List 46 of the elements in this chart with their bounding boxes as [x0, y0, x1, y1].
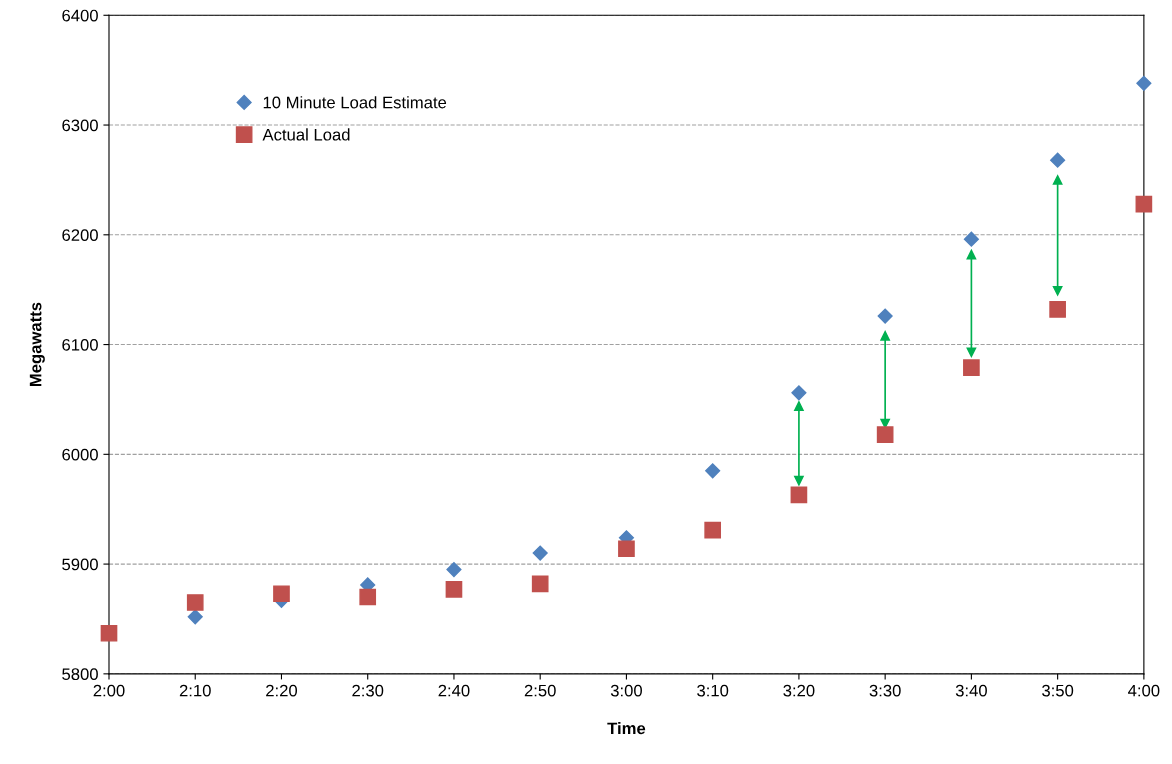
x-tick-label: 3:30: [869, 684, 901, 697]
y-tick-label: 5800: [62, 668, 98, 681]
y-tick-label: 6400: [62, 9, 98, 22]
y-tick-label: 6300: [62, 119, 98, 132]
legend-label: Actual Load: [262, 128, 350, 141]
point: [876, 426, 894, 443]
point: [1050, 152, 1066, 168]
y-tick-label: 6000: [62, 448, 98, 461]
point: [273, 585, 290, 603]
point: [1049, 301, 1066, 318]
point: [446, 562, 462, 578]
point: [445, 580, 463, 598]
x-tick-label: 4:00: [1128, 684, 1160, 697]
point: [791, 385, 807, 401]
point: [1136, 75, 1152, 91]
x-tick-label: 3:00: [610, 684, 642, 697]
x-tick-label: 2:30: [352, 684, 384, 697]
x-tick-label: 3:50: [1042, 684, 1074, 697]
point: [790, 486, 808, 504]
point: [1135, 195, 1153, 213]
x-tick-label: 2:10: [179, 684, 211, 697]
y-axis-title: Megawatts: [29, 302, 45, 387]
point: [531, 575, 549, 593]
point: [100, 624, 118, 642]
point: [963, 359, 980, 376]
point: [187, 609, 203, 625]
x-tick-label: 3:10: [697, 684, 729, 697]
x-tick-label: 3:20: [783, 684, 815, 697]
point: [877, 308, 893, 324]
x-tick-label: 2:00: [93, 684, 125, 697]
y-tick-label: 6100: [62, 338, 98, 351]
x-axis-title: Time: [607, 722, 646, 735]
point: [963, 231, 979, 247]
point: [618, 540, 635, 558]
point: [532, 545, 548, 561]
point: [704, 521, 722, 539]
point: [705, 463, 721, 479]
point: [359, 588, 377, 606]
point: [186, 594, 204, 611]
y-tick-label: 5900: [62, 558, 98, 571]
x-tick-label: 3:40: [955, 684, 987, 697]
x-tick-label: 2:20: [266, 684, 298, 697]
x-tick-label: 2:50: [524, 684, 556, 697]
x-tick-label: 2:40: [438, 684, 470, 697]
y-tick-label: 6200: [62, 229, 98, 242]
legend-label: 10 Minute Load Estimate: [263, 96, 447, 109]
